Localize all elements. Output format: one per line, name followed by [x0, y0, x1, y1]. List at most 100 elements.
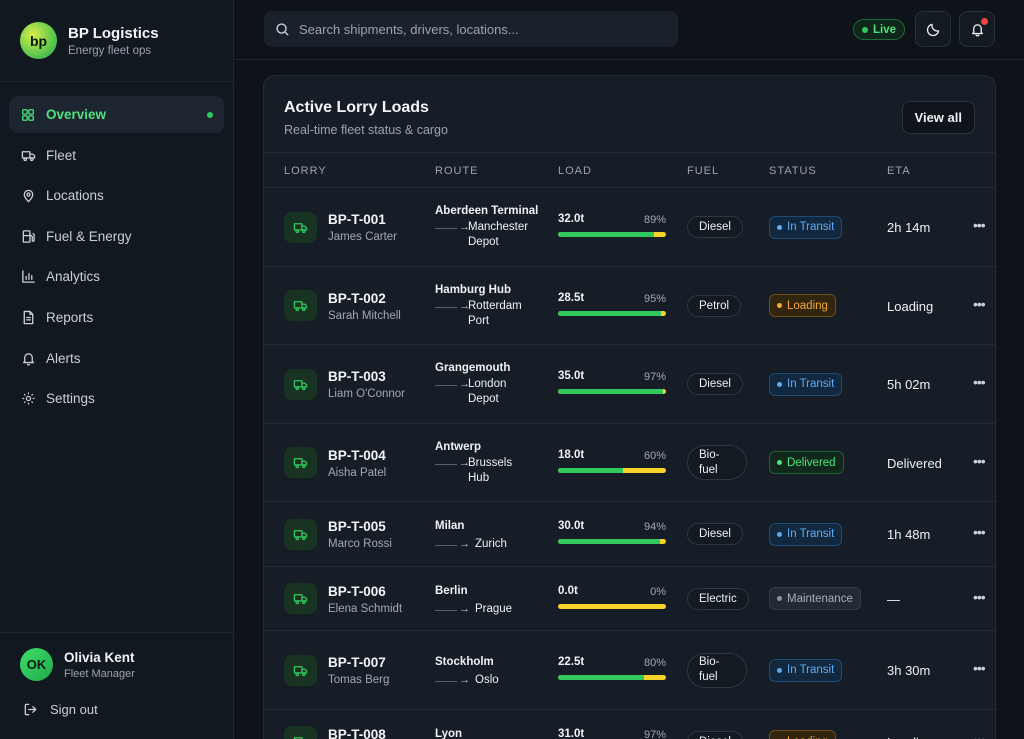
lorry-id[interactable]: BP-T-001	[328, 212, 386, 228]
fuel-badge: Diesel	[687, 373, 743, 396]
route-connector	[435, 545, 457, 547]
arrow-right-icon: →	[459, 221, 470, 234]
route-destination-line: Hub	[468, 471, 490, 484]
bar-chart-icon	[20, 269, 36, 285]
route-destination: Brussels Hub	[468, 456, 512, 486]
fuel-type-text: Diesel	[699, 221, 731, 234]
sidebar-item-reports[interactable]: Reports	[9, 299, 224, 336]
route-connector	[435, 681, 457, 683]
truck-icon	[293, 527, 308, 542]
route-origin: Hamburg Hub	[435, 283, 512, 296]
grid-icon	[20, 107, 36, 123]
lorry-id[interactable]: BP-T-007	[328, 655, 386, 671]
view-all-button[interactable]: View all	[901, 101, 975, 134]
search-input[interactable]	[299, 21, 659, 37]
table-row[interactable]: BP-T-008Yuki TanakaLyon→Marseille31.0t97…	[264, 710, 995, 739]
route-origin: Aberdeen Terminal	[435, 205, 539, 218]
table-row[interactable]: BP-T-003 Liam O'Connor Grangemouth → London D…	[264, 345, 995, 424]
route-destination: Prague	[475, 602, 512, 617]
route-origin: Lyon	[435, 727, 463, 739]
sidebar-nav: Overview Fleet Locations Fuel & Energy Analy…	[0, 82, 233, 417]
route-destination: Oslo	[475, 673, 499, 688]
arrow-right-icon: →	[459, 538, 470, 551]
sidebar-item-fuel-energy[interactable]: Fuel & Energy	[9, 218, 224, 255]
route-connector	[435, 463, 457, 465]
fuel-type-text: Petrol	[699, 299, 730, 312]
eta-value: 2h 14m	[887, 220, 931, 236]
status-badge: Delivered	[769, 451, 844, 475]
more-options-icon[interactable]: •••	[973, 217, 986, 234]
lorry-id[interactable]: BP-T-004	[328, 447, 386, 463]
more-options-icon[interactable]: •••	[973, 588, 986, 605]
notifications-button[interactable]	[959, 11, 995, 47]
fuel-badge: Bio-fuel	[687, 652, 747, 688]
load-progress-bar	[558, 467, 666, 473]
sign-out-button[interactable]: Sign out	[20, 702, 213, 717]
sidebar-item-overview[interactable]: Overview	[9, 96, 224, 133]
table-row[interactable]: BP-T-004 Aisha Patel Antwerp → Brussels Hub 18…	[264, 424, 995, 502]
fuel-type: Petrol	[699, 300, 729, 312]
lorry-id[interactable]: BP-T-008	[328, 726, 386, 739]
load-percent: 80%	[643, 657, 666, 670]
load-progress-bar	[558, 675, 666, 681]
truck-icon	[293, 591, 308, 606]
route-connector	[435, 385, 457, 387]
more-options-icon[interactable]: •••	[973, 660, 986, 677]
load-percent: 94%	[643, 521, 666, 534]
status-badge: In Transit	[769, 658, 843, 682]
driver-name: James Carter	[328, 231, 398, 244]
lorry-id[interactable]: BP-T-005	[328, 519, 386, 535]
truck-icon	[293, 663, 308, 678]
load-progress-fill	[558, 389, 663, 395]
table-row[interactable]: BP-T-005 Marco Rossi Milan → Zurich 30.0t 94% D…	[264, 502, 995, 567]
sidebar-item-alerts[interactable]: Alerts	[9, 340, 224, 377]
sidebar-item-fleet[interactable]: Fleet	[9, 137, 224, 174]
arrow-right-icon: →	[459, 602, 470, 615]
table-row[interactable]: BP-T-006 Elena Schmidt Berlin → Prague 0.0t 0%…	[264, 567, 995, 631]
arrow-right-icon: →	[459, 378, 470, 391]
lorry-id[interactable]: BP-T-006	[328, 583, 386, 599]
route-destination-line: Port	[468, 314, 490, 327]
load-progress-bar	[558, 603, 666, 609]
eta-value: 3h 30m	[887, 663, 931, 679]
brand: bp BP Logistics Energy fleet ops	[0, 0, 233, 82]
live-badge: Live	[853, 19, 906, 40]
sidebar-item-analytics[interactable]: Analytics	[9, 258, 224, 295]
fuel-type: Diesel	[699, 221, 731, 233]
more-options-icon[interactable]: •••	[973, 452, 986, 469]
truck-icon	[293, 220, 308, 235]
route-destination-line: Brussels	[468, 456, 513, 469]
status-badge: In Transit	[769, 215, 843, 239]
lorry-id[interactable]: BP-T-003	[328, 369, 386, 385]
status-badge: Maintenance	[769, 587, 861, 611]
sidebar-item-settings[interactable]: Settings	[9, 380, 224, 417]
more-options-icon[interactable]: •••	[973, 374, 986, 391]
search-bar[interactable]	[264, 11, 678, 47]
table-row[interactable]: BP-T-001 James Carter Aberdeen Terminal → Ma…	[264, 188, 995, 267]
more-options-icon[interactable]: •••	[973, 295, 986, 312]
user-profile[interactable]: OK Olivia Kent Fleet Manager	[20, 648, 213, 681]
sidebar-item-locations[interactable]: Locations	[9, 177, 224, 214]
lorry-id[interactable]: BP-T-002	[328, 290, 386, 306]
table-row[interactable]: BP-T-002 Sarah Mitchell Hamburg Hub → Rotter…	[264, 267, 995, 345]
route-destination-line: Depot	[468, 393, 499, 406]
load-progress-fill	[558, 310, 661, 316]
driver-name: Liam O'Connor	[328, 388, 405, 401]
lorry-icon-badge	[284, 447, 317, 479]
theme-toggle-button[interactable]	[915, 11, 951, 47]
route-destination-line: Rotterdam	[468, 299, 522, 312]
more-options-icon[interactable]: •••	[973, 732, 986, 739]
status-label: Loading	[787, 736, 828, 739]
fuel-badge: Bio-fuel	[687, 445, 747, 481]
fuel-type-text: Diesel	[699, 736, 731, 739]
lorry-icon-badge	[284, 368, 317, 400]
load-percent: 89%	[643, 214, 666, 227]
more-options-icon[interactable]: •••	[973, 524, 986, 541]
sign-out-icon	[23, 702, 38, 717]
sidebar-footer: OK Olivia Kent Fleet Manager Sign out	[0, 632, 233, 739]
load-weight: 30.0t	[558, 520, 585, 533]
status-label: Delivered	[787, 456, 836, 469]
table-row[interactable]: BP-T-007 Tomas Berg Stockholm → Oslo 22.5t 80%…	[264, 631, 995, 710]
truck-icon	[293, 377, 308, 392]
avatar: OK	[20, 648, 53, 681]
